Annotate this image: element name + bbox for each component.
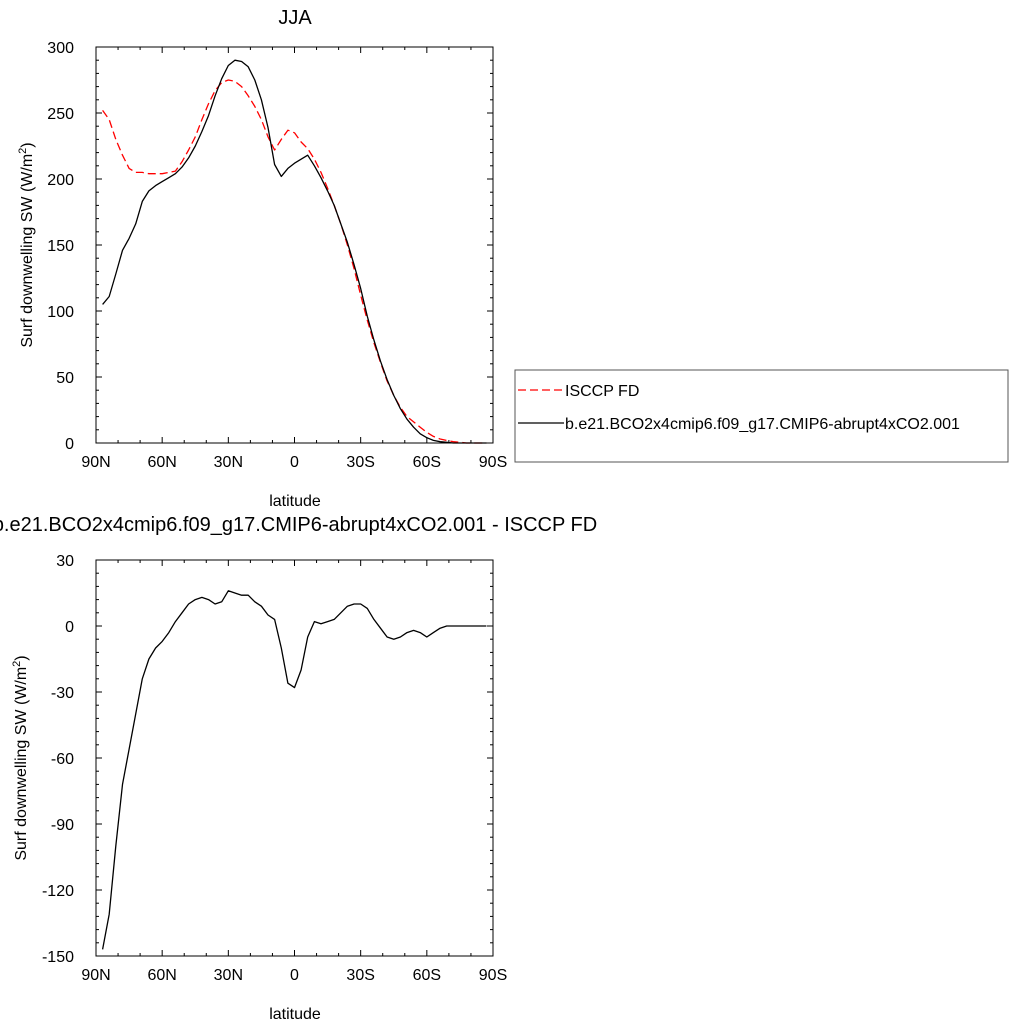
bottom-x-tick-label: 60N — [147, 967, 176, 984]
top-x-tick-label: 90S — [479, 454, 507, 471]
bottom-plot-frame — [95, 559, 494, 957]
top-x-tick-label: 60N — [147, 454, 176, 471]
bottom-y-tick-label: -30 — [51, 685, 74, 702]
top-series-line-1 — [102, 59, 487, 444]
legend-label-isccp: ISCCP FD — [565, 383, 639, 400]
legend-label-model: b.e21.BCO2x4cmip6.f09_g17.CMIP6-abrupt4x… — [565, 416, 960, 433]
top-chart-title: JJA — [278, 7, 312, 29]
top-y-axis-label: Surf downwelling SW (W/m2) — [17, 142, 36, 347]
bottom-y-tick-label: -60 — [51, 751, 74, 768]
top-chart-plot-area — [102, 59, 487, 444]
bottom-chart-title: b.e21.BCO2x4cmip6.f09_g17.CMIP6-abrupt4x… — [0, 514, 597, 536]
top-chart: JJA 90N 60N 30N 0 30S 60S 90S 0 50 100 150 200 250 30… — [17, 7, 507, 510]
bottom-x-tick-label: 90S — [479, 967, 507, 984]
top-y-tick-label: 250 — [47, 106, 74, 123]
bottom-chart-plot-area — [101, 590, 487, 950]
top-x-tick-label: 30S — [346, 454, 374, 471]
bottom-x-axis-label: latitude — [269, 1006, 321, 1023]
bottom-y-tick-label: 30 — [56, 553, 74, 570]
top-x-tick-label: 0 — [290, 454, 299, 471]
top-series-line-0 — [102, 79, 487, 444]
top-x-tick-label: 60S — [413, 454, 441, 471]
top-x-tick-label: 90N — [81, 454, 110, 471]
legend: ISCCP FD b.e21.BCO2x4cmip6.f09_g17.CMIP6… — [514, 369, 1009, 463]
bottom-x-tick-label: 60S — [413, 967, 441, 984]
top-y-tick-label: 0 — [65, 436, 74, 453]
top-plot-frame — [95, 46, 494, 444]
bottom-chart: b.e21.BCO2x4cmip6.f09_g17.CMIP6-abrupt4x… — [0, 514, 597, 1023]
top-y-tick-label: 100 — [47, 304, 74, 321]
bottom-x-tick-label: 30S — [346, 967, 374, 984]
top-x-tick-label: 30N — [214, 454, 243, 471]
bottom-x-tick-label: 30N — [214, 967, 243, 984]
bottom-y-tick-label: -90 — [51, 817, 74, 834]
bottom-y-tick-label: 0 — [65, 619, 74, 636]
bottom-series-line-0 — [101, 590, 487, 950]
bottom-y-tick-label: -120 — [42, 883, 74, 900]
bottom-y-axis-label: Surf downwelling SW (W/m2) — [11, 655, 30, 860]
legend-box — [514, 369, 1009, 463]
bottom-x-tick-label: 90N — [81, 967, 110, 984]
top-x-axis-label: latitude — [269, 493, 321, 510]
top-y-tick-label: 300 — [47, 40, 74, 57]
top-y-tick-label: 200 — [47, 172, 74, 189]
top-y-tick-label: 150 — [47, 238, 74, 255]
top-y-tick-label: 50 — [56, 370, 74, 387]
bottom-x-tick-label: 0 — [290, 967, 299, 984]
bottom-y-tick-label: -150 — [42, 949, 74, 966]
